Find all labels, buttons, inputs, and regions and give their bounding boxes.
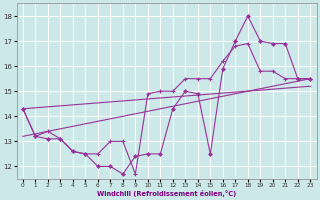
X-axis label: Windchill (Refroidissement éolien,°C): Windchill (Refroidissement éolien,°C) [97,190,236,197]
